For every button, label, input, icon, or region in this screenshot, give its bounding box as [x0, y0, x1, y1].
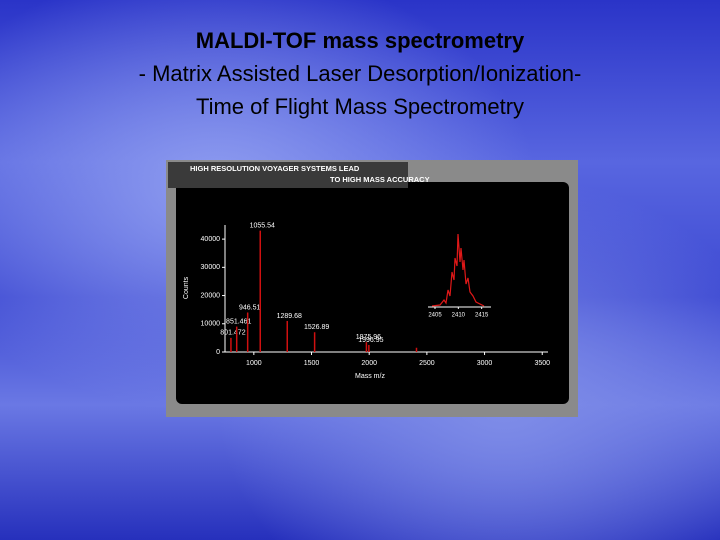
y-tick-label: 30000 — [201, 264, 221, 271]
slide-title: MALDI-TOF mass spectrometry — [195, 28, 525, 53]
x-tick-label: 2000 — [361, 360, 377, 367]
slide-title: - Matrix Assisted Laser Desorption/Ioniz… — [138, 61, 582, 86]
peak-label: 1289.68 — [277, 313, 302, 320]
y-tick-label: 40000 — [201, 236, 221, 243]
inset-spectrum — [431, 233, 485, 307]
y-tick-label: 10000 — [201, 321, 221, 328]
banner — [168, 162, 408, 188]
inset-tick-label: 2410 — [452, 313, 466, 319]
x-tick-label: 1500 — [304, 360, 320, 367]
x-tick-label: 1000 — [246, 360, 262, 367]
inset-tick-label: 2405 — [428, 313, 442, 319]
x-tick-label: 2500 — [419, 360, 435, 367]
x-tick-label: 3500 — [534, 360, 550, 367]
slide-title: Time of Flight Mass Spectrometry — [195, 94, 525, 119]
y-tick-label: 20000 — [201, 292, 221, 299]
peak-label: 1055.54 — [250, 222, 275, 229]
banner-text: HIGH RESOLUTION VOYAGER SYSTEMS LEAD — [190, 164, 360, 173]
peak-label: 1526.89 — [304, 324, 329, 331]
x-axis-label: Mass m/z — [355, 373, 385, 380]
peak-label: 1975.96 — [356, 334, 381, 341]
x-tick-label: 3000 — [477, 360, 493, 367]
y-tick-label: 0 — [216, 349, 220, 356]
inset-tick-label: 2415 — [475, 313, 489, 319]
peak-label: 1996.95 — [358, 337, 383, 344]
plot-background — [176, 182, 569, 404]
peak-label: 851.461 — [226, 318, 251, 325]
y-axis-label: Counts — [183, 276, 190, 299]
peak-label: 946.51 — [239, 304, 261, 311]
peak-label: 801.472 — [220, 330, 245, 337]
banner-text: TO HIGH MASS ACCURACY — [330, 175, 430, 184]
